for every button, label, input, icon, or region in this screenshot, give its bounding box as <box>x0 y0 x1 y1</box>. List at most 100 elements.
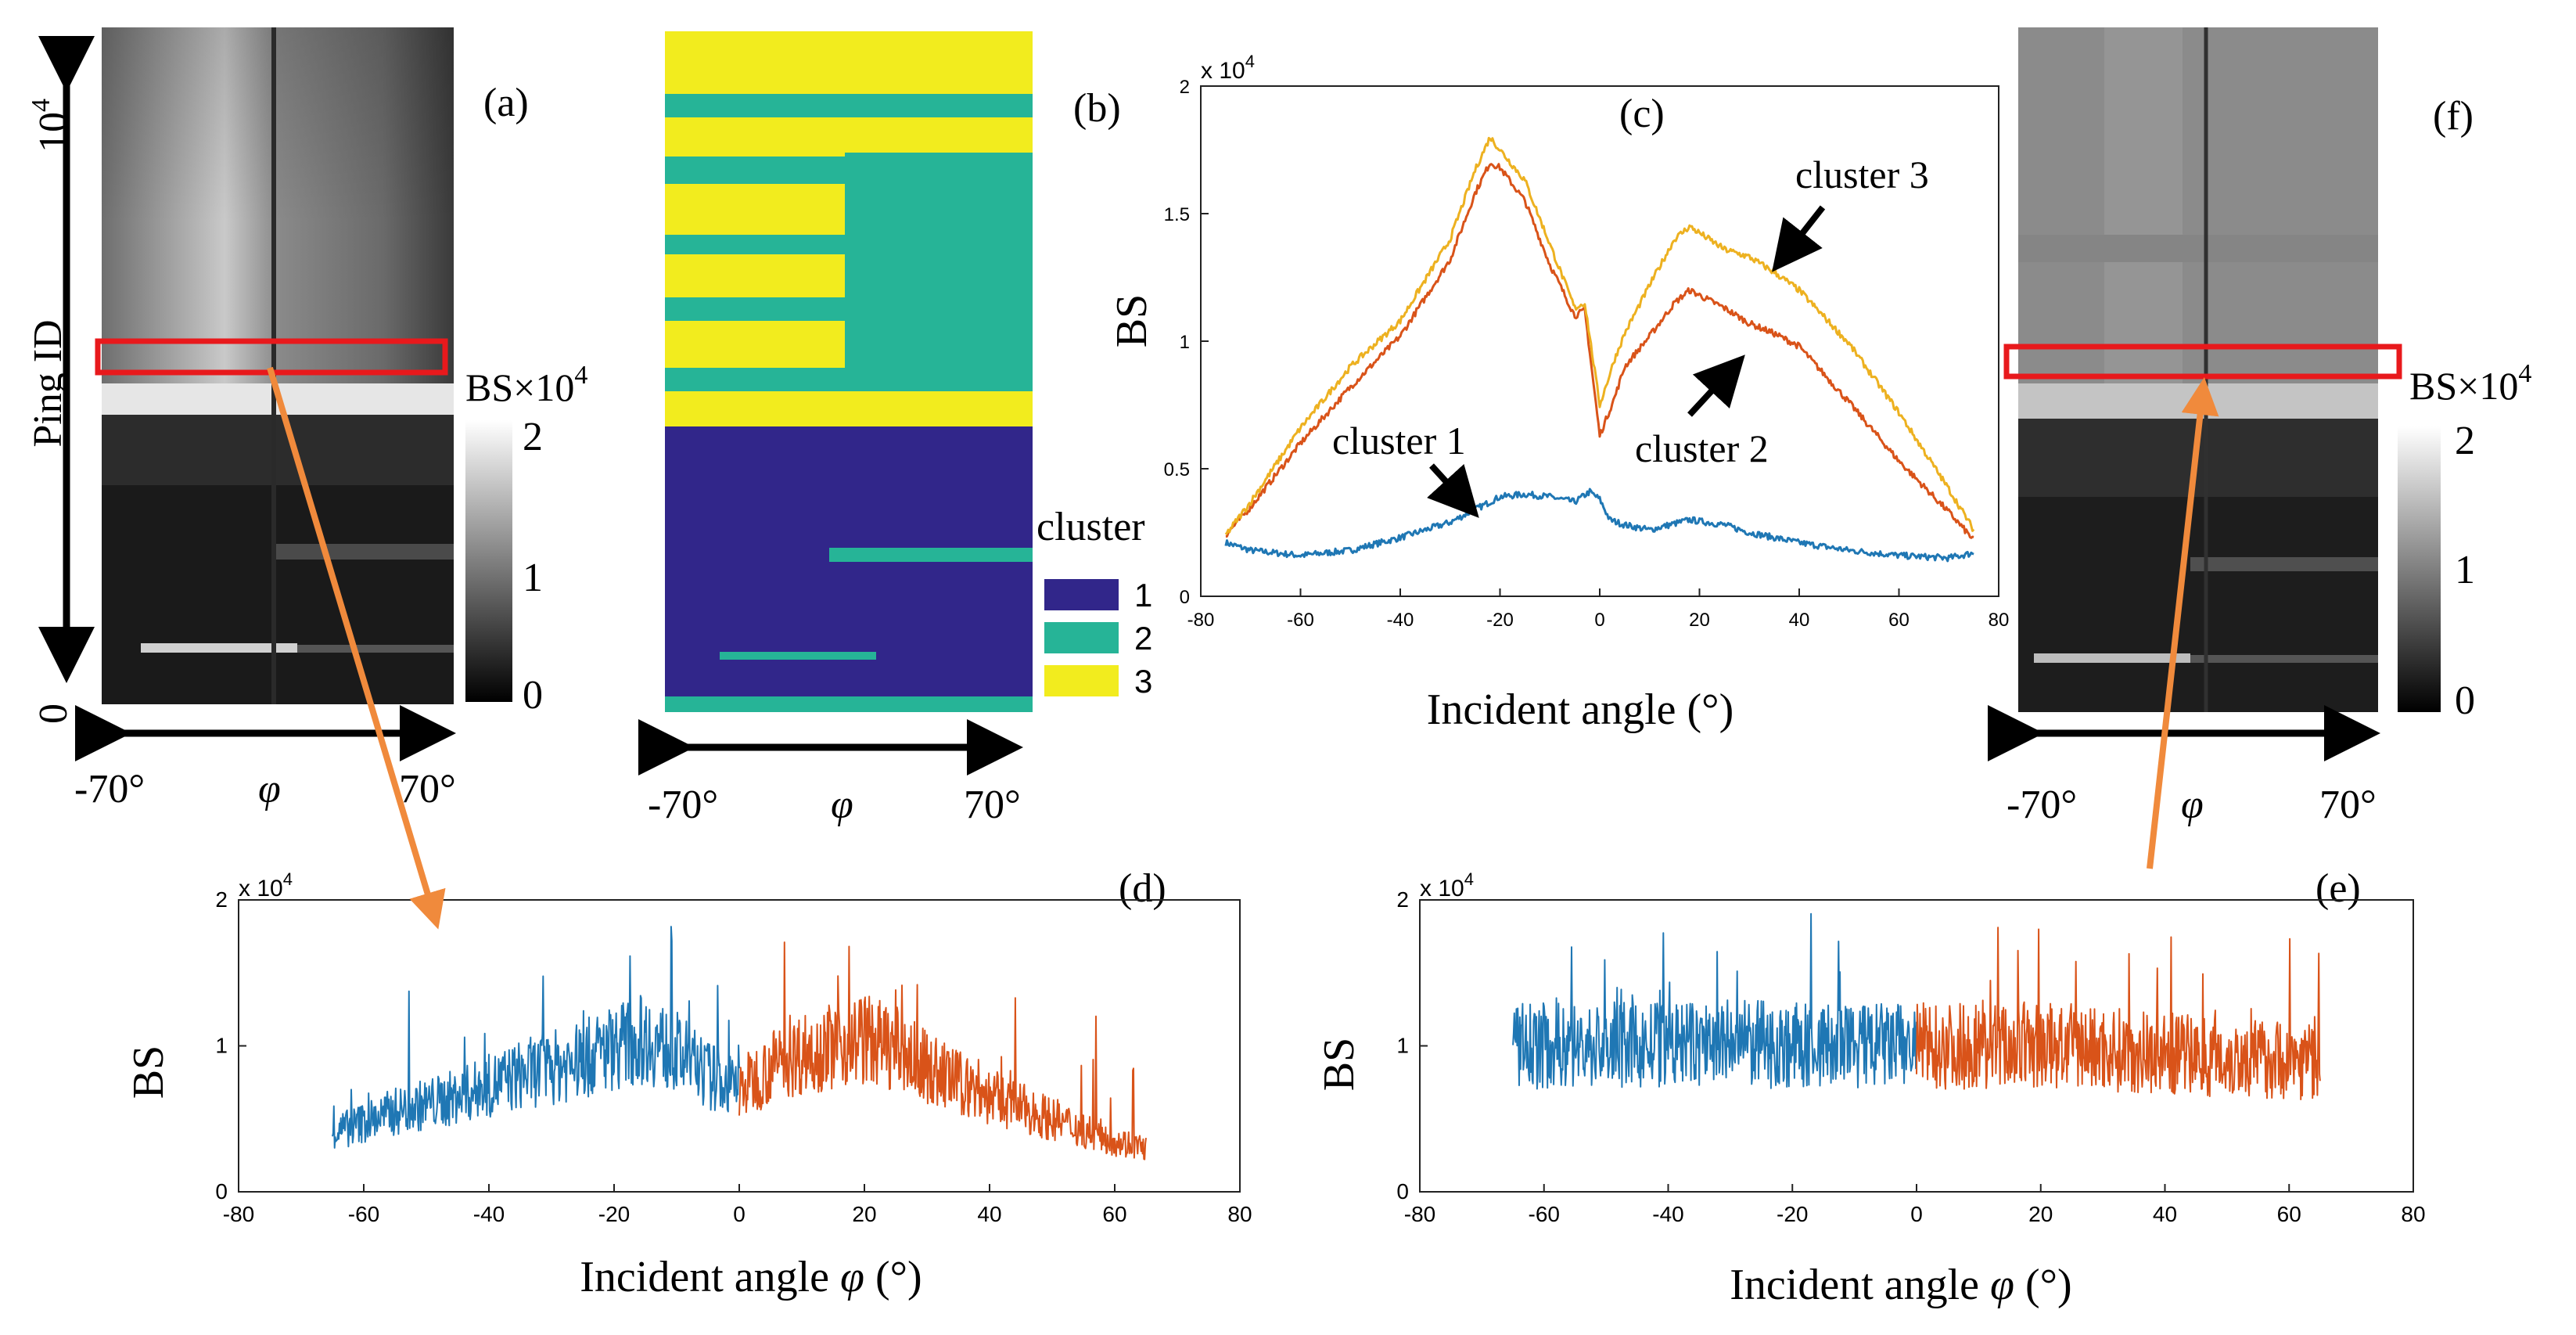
colorbar-tick-f-2: 2 <box>2455 419 2475 463</box>
cluster-legend-title: cluster <box>1037 505 1145 549</box>
phi-mid-b: φ <box>831 783 853 827</box>
x-tick-label-e: -60 <box>1529 1202 1560 1226</box>
x-tick-label-d: 40 <box>977 1202 1001 1226</box>
panel-label-e: (e) <box>2316 866 2361 911</box>
sonar-image-f <box>2018 27 2378 712</box>
x-tick-label-e: 20 <box>2028 1202 2053 1226</box>
series-line-c-3 <box>1224 136 1975 535</box>
y-tick-label-e: 1 <box>1396 1034 1409 1058</box>
connector-arrow-a-to-d <box>267 366 446 930</box>
phi-mid-a: φ <box>258 767 281 811</box>
x-tick-label-e: 80 <box>2401 1202 2425 1226</box>
connector-arrow-e-to-f <box>2147 377 2219 869</box>
phi-right-a: 70° <box>399 767 456 811</box>
panel-c: (c) -80 -60 -40 -20 0 20 40 60 80 0 0.5 1 1.5 2 BS In… <box>1108 52 2009 734</box>
x-tick-label-e: 60 <box>2277 1202 2301 1226</box>
y-tick-label-e: 2 <box>1396 887 1409 912</box>
y-tick-label-c: 1.5 <box>1164 204 1190 225</box>
x-tick-label-d: -60 <box>348 1202 379 1226</box>
panel-e: (e) -80 -60 -40 -20 0 20 40 60 80 0 1 2 BS Incident… <box>1315 866 2426 1309</box>
series-line-c-2 <box>1225 163 1974 539</box>
legend-swatch-2 <box>1044 622 1119 653</box>
series-line-e-2 <box>1916 927 2321 1100</box>
panel-a: (a) 104 Ping ID 0 -70° φ 70° BS×104 2 1 … <box>26 27 587 811</box>
sonar-image-a <box>102 27 454 704</box>
panel-label-b: (b) <box>1073 86 1121 131</box>
panel-b: (b) cluster 1 2 3 -70° φ 70° <box>638 31 1152 827</box>
ylabel-d: BS <box>124 1045 173 1099</box>
x-tick-label-d: 80 <box>1227 1202 1252 1226</box>
x-tick-label-e: 40 <box>2153 1202 2177 1226</box>
colorbar-tick-a-1: 1 <box>523 556 543 600</box>
annotation-arrow-2 <box>1687 354 1745 417</box>
x-tick-label-d: 60 <box>1102 1202 1126 1226</box>
x-tick-label-c: 80 <box>1989 610 2010 631</box>
legend-label-1: 1 <box>1134 577 1152 614</box>
ylabel-e: BS <box>1315 1038 1363 1092</box>
phi-right-b: 70° <box>964 783 1021 827</box>
ping-axis-bottom: 0 <box>31 703 76 724</box>
phi-mid-f: φ <box>2181 783 2204 827</box>
x-tick-label-c: 60 <box>1888 610 1910 631</box>
y-tick-label-d: 0 <box>215 1179 228 1204</box>
y-tick-label-c: 2 <box>1180 77 1190 98</box>
annotation-arrow-1 <box>1427 463 1479 518</box>
series-line-d-1 <box>332 926 740 1149</box>
ylabel-c: BS <box>1108 294 1156 348</box>
xlabel-e: Incident angle φ (°) <box>1730 1261 2071 1309</box>
legend-label-3: 3 <box>1134 663 1152 700</box>
axes-e: -80 -60 -40 -20 0 20 40 60 80 0 1 2 <box>1396 887 2425 1226</box>
x-tick-label-c: -40 <box>1387 610 1414 631</box>
x-tick-label-d: -20 <box>598 1202 630 1226</box>
x-tick-label-c: -60 <box>1287 610 1314 631</box>
x-tick-label-e: -80 <box>1404 1202 1435 1226</box>
x-tick-label-c: 40 <box>1789 610 1810 631</box>
y-tick-label-c: 0 <box>1180 587 1190 608</box>
x-tick-label-d: 0 <box>733 1202 745 1226</box>
panel-f: (f) -70° φ 70° BS×104 2 1 0 <box>1988 27 2531 827</box>
cluster-map-b <box>665 31 1033 712</box>
highlight-box-f <box>2003 344 2402 380</box>
legend-swatch-1 <box>1044 579 1119 610</box>
panel-label-d: (d) <box>1119 866 1166 911</box>
annotation-cluster-2: cluster 2 <box>1635 426 1769 470</box>
ping-axis-label: Ping ID <box>26 319 70 447</box>
x-tick-label-e: -40 <box>1652 1202 1683 1226</box>
colorbar-f: BS×104 2 1 0 <box>2398 359 2531 723</box>
x-tick-label-d: -80 <box>223 1202 254 1226</box>
series-line-d-2 <box>738 941 1147 1160</box>
series-line-c-1 <box>1224 488 1974 563</box>
cluster-legend: 1 2 3 <box>1044 577 1152 700</box>
panel-d: (d) -80 -60 -40 -20 0 20 40 60 80 0 1 2 BS Incident… <box>124 866 1252 1301</box>
legend-swatch-3 <box>1044 665 1119 696</box>
y-tick-label-c: 0.5 <box>1164 459 1190 480</box>
x-tick-label-e: -20 <box>1777 1202 1808 1226</box>
x-tick-label-d: -40 <box>473 1202 505 1226</box>
xlabel-c: Incident angle (°) <box>1427 685 1734 734</box>
phi-left-a: -70° <box>74 767 145 811</box>
y-tick-label-e: 0 <box>1396 1179 1409 1204</box>
phi-left-f: -70° <box>2007 783 2077 827</box>
x-tick-label-e: 0 <box>1910 1202 1923 1226</box>
xlabel-d: Incident angle φ (°) <box>580 1253 922 1301</box>
annotation-arrow-3 <box>1772 205 1826 272</box>
colorbar-tick-f-1: 1 <box>2455 548 2475 592</box>
series-line-e-1 <box>1512 912 1917 1090</box>
x-tick-label-c: 0 <box>1594 610 1604 631</box>
scale-c: x 104 <box>1201 52 1255 84</box>
x-tick-label-d: 20 <box>852 1202 876 1226</box>
phi-left-b: -70° <box>648 783 718 827</box>
colorbar-tick-a-0: 0 <box>523 673 543 718</box>
colorbar-a: BS×104 2 1 0 <box>465 361 587 718</box>
panel-label-c: (c) <box>1619 92 1665 136</box>
colorbar-tick-f-0: 0 <box>2455 678 2475 723</box>
x-tick-label-c: -80 <box>1187 610 1215 631</box>
panel-label-a: (a) <box>483 81 529 125</box>
colorbar-title-a: BS×104 <box>465 361 587 409</box>
axes-c: -80 -60 -40 -20 0 20 40 60 80 0 0.5 1 1.5 2 <box>1164 77 2010 631</box>
legend-label-2: 2 <box>1134 620 1152 657</box>
axes-d: -80 -60 -40 -20 0 20 40 60 80 0 1 2 <box>215 887 1252 1226</box>
x-tick-label-c: 20 <box>1689 610 1710 631</box>
scale-d: x 104 <box>239 869 293 901</box>
